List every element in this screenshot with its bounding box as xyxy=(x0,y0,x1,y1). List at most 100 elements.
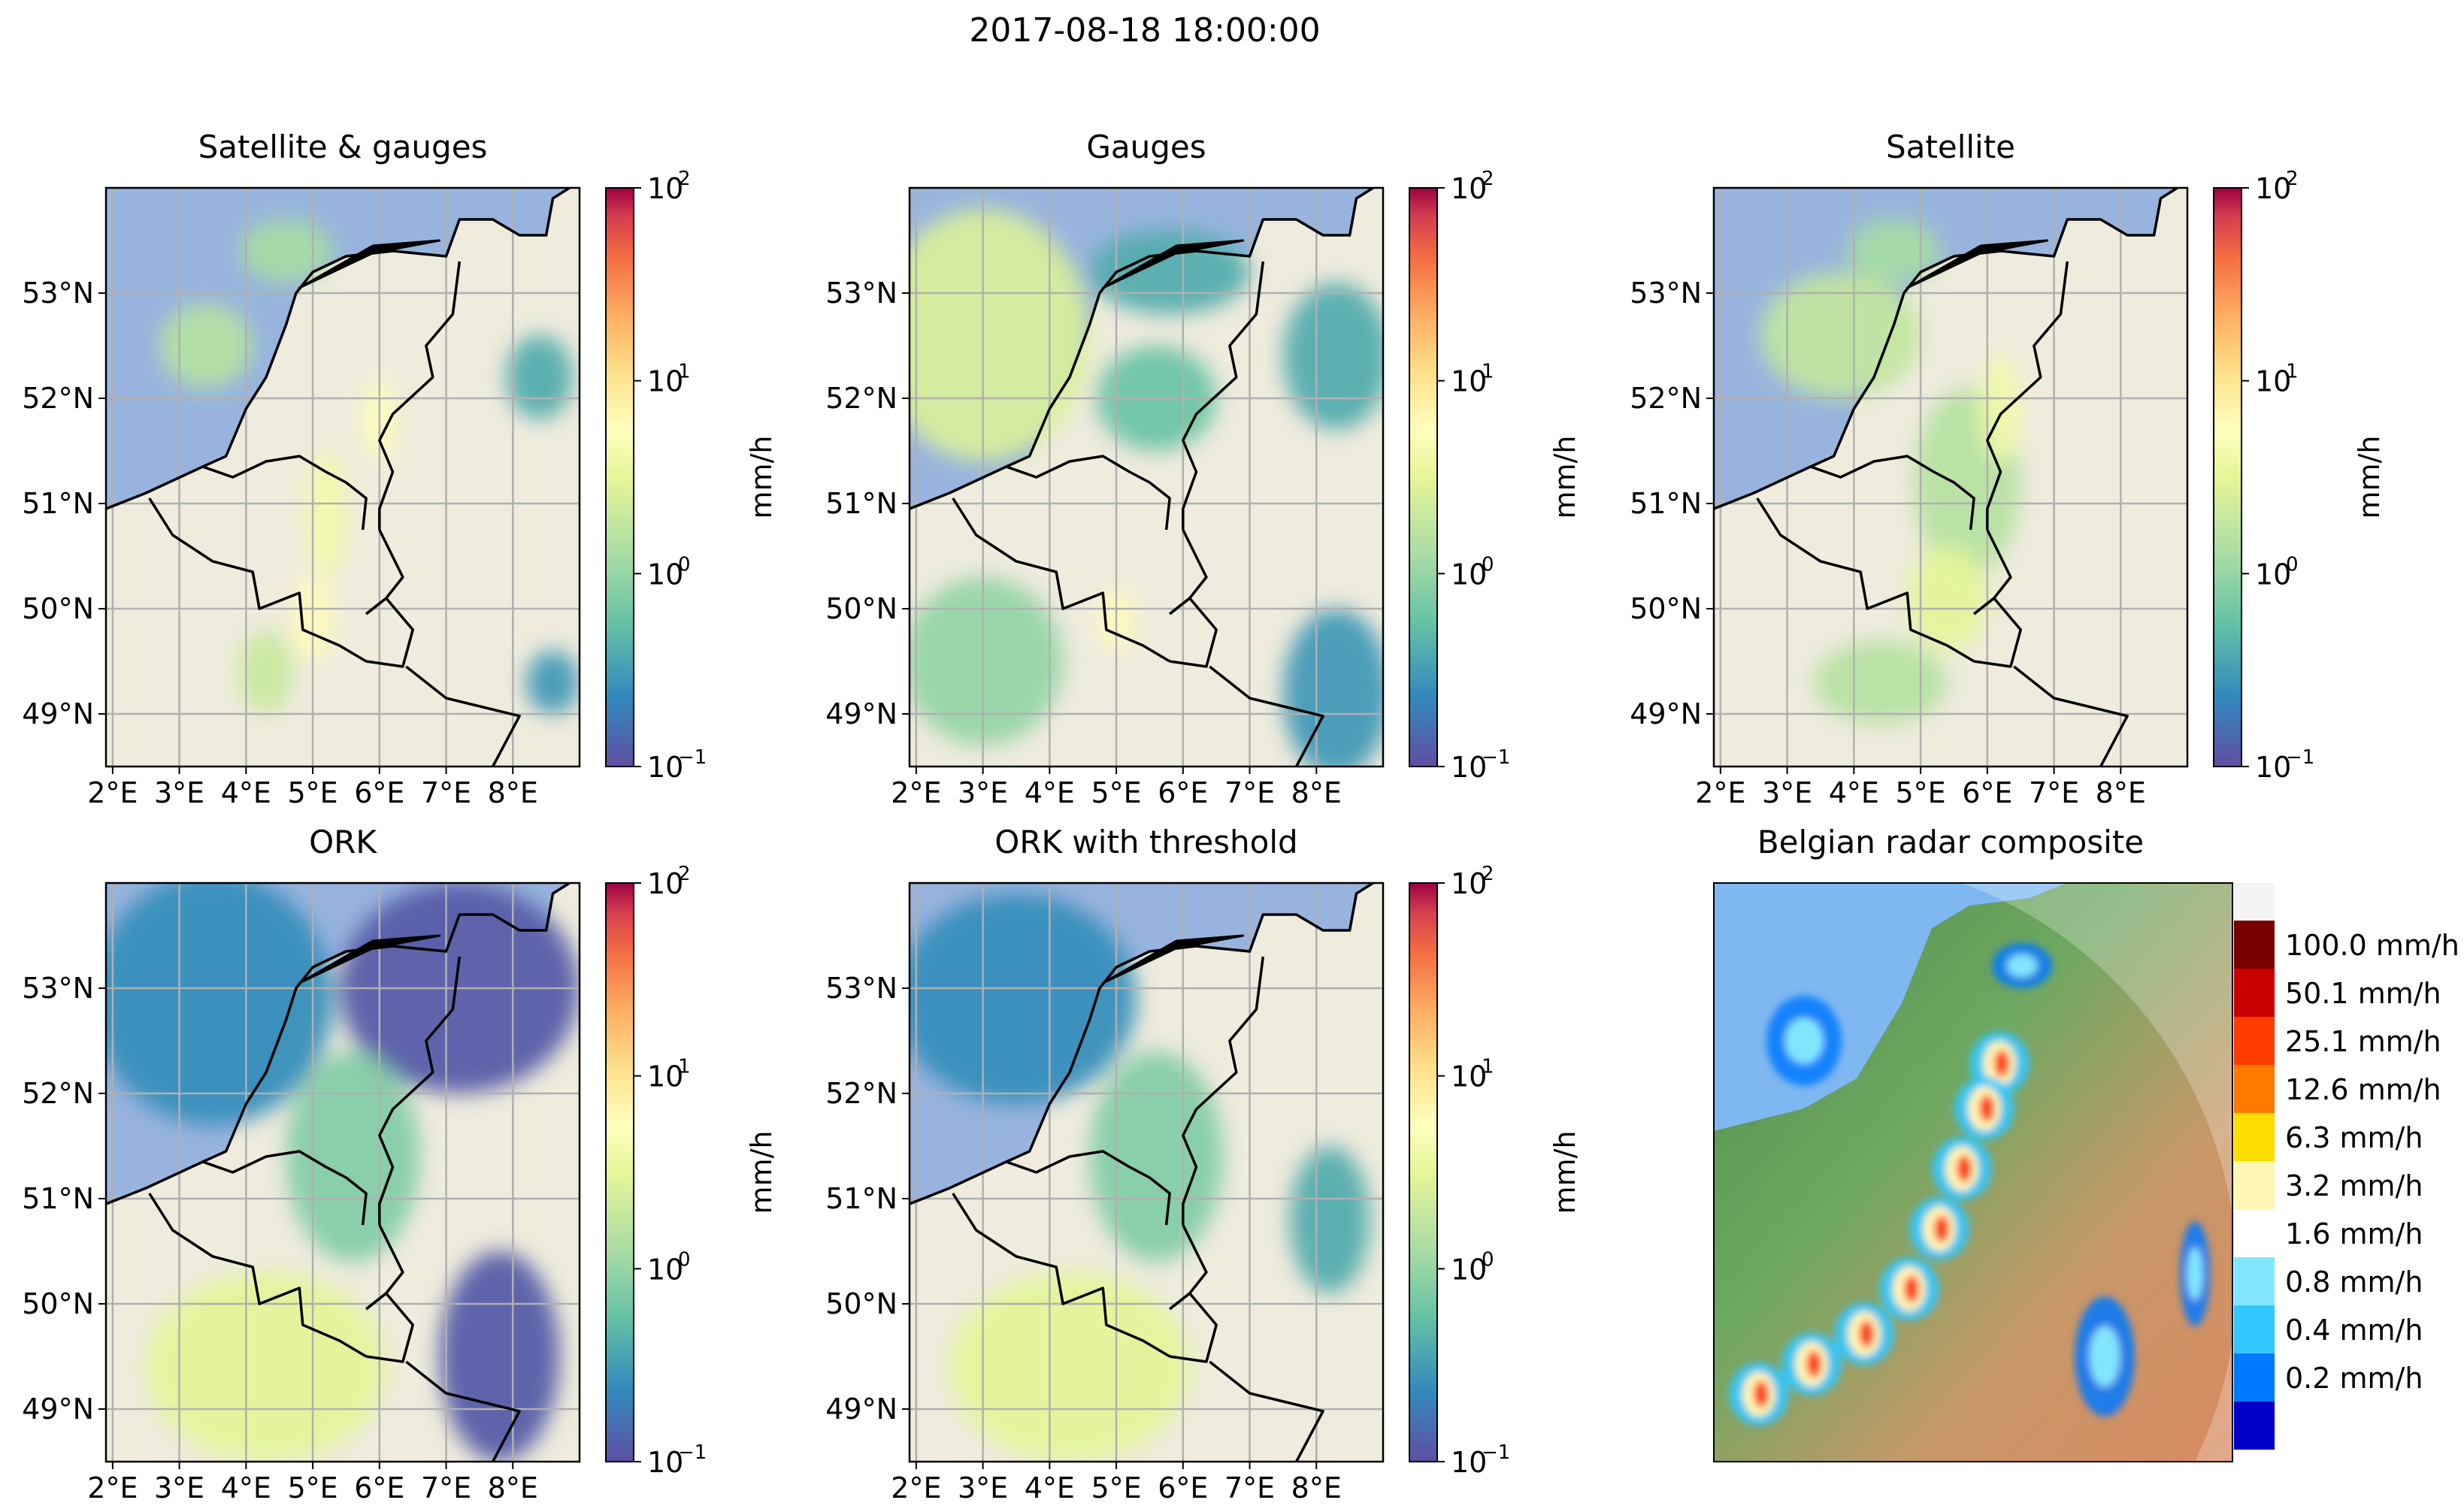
legend-swatch xyxy=(2234,1353,2275,1402)
colorbar-tick-exponent: 2 xyxy=(1482,863,1494,885)
precip-field xyxy=(106,883,580,1462)
x-tick-label: 5°E xyxy=(287,776,338,809)
borders xyxy=(910,883,1374,1462)
precip-cell xyxy=(239,630,293,714)
panel-6: Belgian radar composite 100.0 mm/h 50.1 mm… xyxy=(1713,824,2459,1462)
legend-label: 3.2 mm/h xyxy=(2285,1169,2423,1202)
y-tick-label: 53°N xyxy=(22,972,94,1005)
map-frame xyxy=(908,186,1385,768)
borders xyxy=(106,883,571,1462)
y-tick-label: 51°N xyxy=(22,487,94,520)
islands xyxy=(1101,934,1245,984)
precip-cell xyxy=(506,335,574,419)
panel-title: Belgian radar composite xyxy=(1757,824,2144,860)
y-tick-label: 51°N xyxy=(825,1182,898,1215)
colorbar-tick-label: 10 xyxy=(647,1253,683,1286)
x-tick-label: 7°E xyxy=(421,776,471,809)
colorbar-tick-exponent: 0 xyxy=(1482,1248,1494,1271)
legend-label: 0.8 mm/h xyxy=(2285,1266,2423,1299)
y-tick-label: 51°N xyxy=(1630,487,1702,520)
colorbar-tick-label: 10 xyxy=(1451,558,1487,591)
precip-cell xyxy=(1814,640,1948,724)
border-line xyxy=(910,883,1374,1205)
radar-cell-light-core xyxy=(2187,1247,2202,1300)
panel-title: Gauges xyxy=(1086,129,1206,165)
x-tick-label: 3°E xyxy=(154,776,204,809)
colorbar-label: mm/h xyxy=(1548,1131,1582,1214)
precip-cell xyxy=(1282,609,1383,767)
x-tick-label: 8°E xyxy=(1291,1471,1342,1504)
border-line xyxy=(405,665,521,767)
border-line xyxy=(1209,1360,1324,1462)
colorbar-label: mm/h xyxy=(1548,436,1582,519)
x-tick-label: 2°E xyxy=(891,776,941,809)
islands xyxy=(298,934,441,984)
x-tick-label: 8°E xyxy=(1291,776,1342,809)
precip-cell xyxy=(106,883,333,1125)
y-tick-label: 52°N xyxy=(1630,382,1702,415)
colorbar-gradient xyxy=(605,882,634,1462)
x-tick-label: 4°E xyxy=(1829,776,1879,809)
colorbar-gradient xyxy=(1409,882,1438,1462)
panel-3: Satellite 2°E 3°E 4°E 5°E 6°E 7°E 8°E 53°N 52°N 51… xyxy=(1630,129,2386,809)
precip-cell xyxy=(526,651,580,714)
x-tick-label: 3°E xyxy=(1762,776,1812,809)
radar-cell-core xyxy=(1957,1155,1972,1182)
x-tick-label: 3°E xyxy=(958,776,1008,809)
radar-legend: 100.0 mm/h 50.1 mm/h 25.1 mm/h 12.6 mm/h 6.3… xyxy=(2234,883,2459,1450)
border-line xyxy=(378,956,462,1225)
precip-cell xyxy=(910,894,1137,1104)
colorbar-tick-label: 10 xyxy=(647,365,683,398)
panel-title: Satellite xyxy=(1886,129,2015,165)
precip-cell xyxy=(949,1272,1190,1462)
y-tick-label: 52°N xyxy=(825,382,898,415)
map-frame xyxy=(104,186,581,768)
border-line xyxy=(202,1150,368,1226)
colorbar-label: mm/h xyxy=(2353,436,2386,519)
borders xyxy=(910,188,1374,767)
border-line xyxy=(202,455,368,531)
map-area xyxy=(910,188,1383,767)
x-tick-label: 6°E xyxy=(1962,776,2012,809)
precip-cell xyxy=(1089,1051,1224,1262)
legend-swatch xyxy=(2234,921,2275,969)
x-tick-label: 7°E xyxy=(1224,776,1275,809)
legend-swatch xyxy=(2234,1305,2275,1353)
x-tick-label: 3°E xyxy=(154,1471,204,1504)
x-tick-label: 6°E xyxy=(354,1471,404,1504)
panel-title: Satellite & gauges xyxy=(198,129,488,165)
x-tick-label: 4°E xyxy=(1025,1471,1075,1504)
land xyxy=(106,188,580,767)
x-tick-label: 5°E xyxy=(1895,776,1945,809)
colorbar-tick-exponent: 2 xyxy=(678,863,691,885)
colorbar-tick-label: 10 xyxy=(647,867,683,900)
precip-cell xyxy=(159,304,253,388)
panel-2: Gauges 2°E 3°E 4°E 5°E 6°E 7°E 8°E 53°N 52°N 51°N 5… xyxy=(825,129,1582,809)
border-line xyxy=(365,597,414,668)
colorbar-tick-label: 10 xyxy=(647,558,683,591)
precip-cell xyxy=(286,1051,420,1262)
y-tick-label: 49°N xyxy=(22,697,94,730)
legend-swatch xyxy=(2234,969,2275,1017)
border-line xyxy=(1169,597,1218,668)
legend-swatch xyxy=(2234,1402,2275,1450)
border-line xyxy=(1182,956,1265,1225)
x-tick-label: 8°E xyxy=(2096,776,2146,809)
legend-label: 0.4 mm/h xyxy=(2285,1314,2423,1347)
gridlines xyxy=(106,883,580,1462)
radar-precip xyxy=(1729,943,2210,1426)
border-line xyxy=(1810,455,1975,531)
x-tick-label: 3°E xyxy=(958,1471,1008,1504)
panel-1: Satellite & gauges 2°E 3°E 4°E 5°E 6°E 7°E 8°E 5… xyxy=(22,129,778,809)
radar-cell-light-core xyxy=(2007,954,2037,977)
colorbar-tick-exponent: −1 xyxy=(2286,746,2314,769)
legend-label: 12.6 mm/h xyxy=(2285,1073,2441,1106)
border-line xyxy=(1756,497,1975,663)
y-tick-label: 50°N xyxy=(825,592,898,625)
colorbar-gradient xyxy=(1409,187,1438,767)
radar-range-mask xyxy=(1962,883,2232,1462)
y-tick-label: 51°N xyxy=(22,1182,94,1215)
x-tick-label: 7°E xyxy=(421,1471,471,1504)
